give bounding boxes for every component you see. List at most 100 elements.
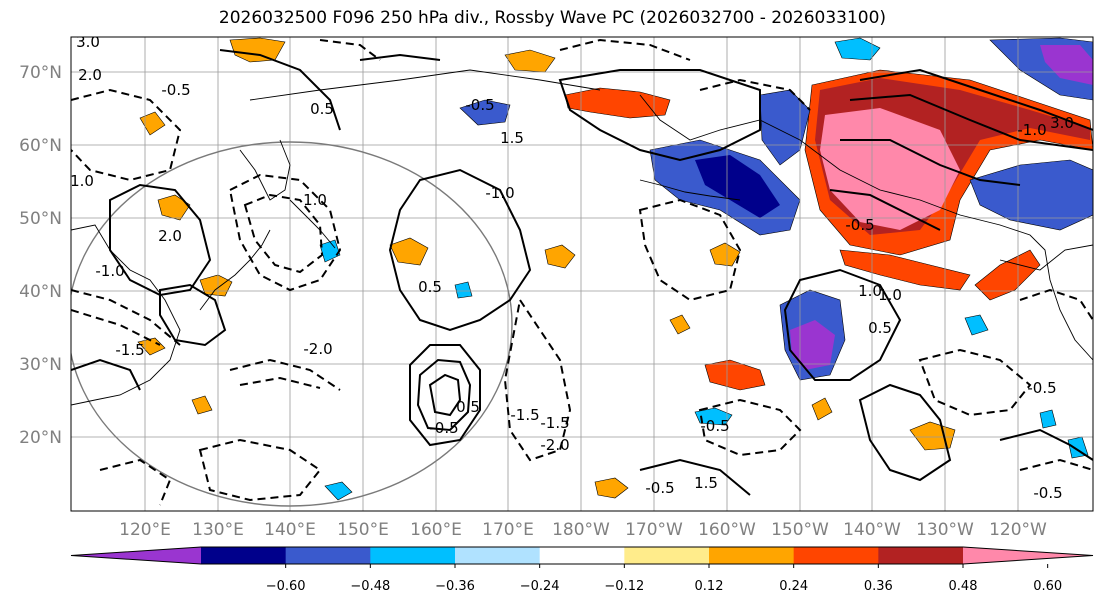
kuril-islands — [289, 199, 336, 249]
positive-anomaly-date-line — [709, 242, 741, 267]
colorbar-tick-label: −0.12 — [604, 579, 644, 594]
negative-contour — [503, 297, 572, 462]
contour-label: -1.5 — [510, 406, 539, 424]
contour-label: -1.0 — [95, 262, 124, 280]
positive-contour — [388, 168, 532, 332]
colorbar-extend-high — [963, 547, 1093, 564]
negative-anomaly-small — [834, 37, 881, 61]
colorbar-ticks: −0.60 −0.48 −0.36 −0.24 −0.12 0.12 0.24 0.36 0.4… — [266, 564, 1062, 594]
positive-anomaly-small — [811, 397, 833, 421]
positive-contour — [829, 189, 941, 231]
positive-anomaly-west-pacific — [389, 237, 429, 266]
positive-contour — [849, 93, 1093, 151]
negative-contour — [71, 309, 161, 346]
positive-contour — [109, 183, 212, 297]
longitude-label: 170°E — [482, 520, 534, 540]
colorbar-tick-label: −0.36 — [435, 579, 475, 594]
positive-contour — [783, 268, 902, 381]
contour-label: -0.5 — [700, 417, 729, 435]
latitude-label: 60°N — [19, 136, 62, 156]
contour-label: 1.5 — [500, 129, 524, 147]
colorbar-tick-label: −0.60 — [266, 579, 306, 594]
strong-negative-anomaly-subtropics — [790, 320, 835, 370]
contour-label: -1.5 — [115, 341, 144, 359]
coastlines — [71, 69, 1093, 406]
contour-label: -2.0 — [303, 340, 332, 358]
contour-label: -0.5 — [1033, 484, 1062, 502]
colorbar-extend-low — [71, 547, 201, 564]
longitude-label: 120°W — [989, 520, 1047, 540]
arctic-coast — [249, 69, 601, 101]
positive-contour — [428, 373, 462, 417]
positive-contour — [359, 53, 441, 61]
colorbar-segment — [624, 547, 710, 564]
map-title: 2026032500 F096 250 hPa div., Rossby Wav… — [218, 8, 887, 28]
positive-contour — [416, 358, 472, 432]
contour-label: -1.0 — [485, 184, 514, 202]
latitude-label: 40°N — [19, 282, 62, 302]
positive-anomaly-central-pacific — [594, 477, 629, 499]
negative-contour — [559, 38, 691, 61]
contours-positive — [71, 49, 1093, 496]
negative-contour — [99, 458, 172, 506]
latitude-label: 50°N — [19, 209, 62, 229]
contour-label: 1.0 — [303, 191, 327, 209]
latitude-label: 20°N — [19, 428, 62, 448]
positive-contour — [71, 358, 141, 391]
negative-contour — [638, 198, 742, 302]
colorbar-segment — [539, 547, 625, 564]
kamchatka-coastline — [239, 139, 291, 201]
latitude-label: 70°N — [19, 63, 62, 83]
positive-anomaly-subtropics — [704, 359, 766, 391]
contour-label: -1.0 — [1017, 121, 1046, 139]
contour-labels: 3.02.01.00.5-0.5-1.0-1.5 -2.02.01.00.5-0.… — [70, 33, 1074, 502]
contour-label: -0.5 — [845, 216, 874, 234]
positive-anomaly-small — [544, 244, 576, 269]
positive-anomaly-north-pacific — [564, 87, 671, 119]
colorbar-segment — [709, 547, 795, 564]
gridlines — [71, 37, 1093, 511]
colorbar-segment — [201, 547, 287, 564]
contour-label: 3.0 — [76, 33, 100, 51]
shaded-anomalies — [137, 37, 1093, 501]
positive-contour — [999, 428, 1093, 461]
positive-contour — [840, 139, 1021, 186]
map-frame — [70, 36, 1094, 512]
aleutian-islands — [639, 179, 741, 201]
strong-positive-anomaly-gulf-of-alaska — [820, 108, 960, 230]
positive-anomaly-arctic-sea — [504, 49, 556, 73]
contour-label: 1.0 — [70, 172, 94, 190]
longitude-label: 130°W — [916, 520, 974, 540]
negative-anomaly-small — [324, 481, 353, 501]
colorbar-outline — [70, 546, 1094, 565]
strong-negative-anomaly-northeast — [1040, 45, 1093, 85]
negative-contour — [71, 289, 181, 346]
negative-contour — [319, 39, 381, 61]
colorbar-tick-label: −0.24 — [520, 579, 560, 594]
positive-anomaly-small — [669, 314, 691, 335]
contour-label: 1.0 — [878, 286, 902, 304]
positive-contour — [858, 383, 952, 482]
positive-contour — [558, 69, 761, 162]
colorbar-segment — [878, 547, 964, 564]
asia-coastline — [71, 224, 181, 406]
negative-contour — [243, 193, 324, 274]
negative-contour — [1019, 458, 1093, 471]
contour-label: -0.5 — [429, 419, 458, 437]
contour-label: 2.0 — [78, 66, 102, 84]
contour-label: -0.5 — [1027, 379, 1056, 397]
latitude-label: 30°N — [19, 355, 62, 375]
positive-contour — [159, 283, 227, 347]
negative-contour — [71, 88, 182, 182]
colorbar-tick-label: 0.24 — [779, 579, 808, 594]
negative-anomaly-north-pacific — [459, 99, 511, 126]
colorbar-tick-label: 0.60 — [1033, 579, 1062, 594]
colorbar — [70, 546, 1094, 565]
contour-label: 1.0 — [858, 282, 882, 300]
contour-label: -0.5 — [645, 479, 674, 497]
longitude-label: 140°E — [264, 520, 316, 540]
negative-contour — [229, 358, 341, 391]
negative-anomaly-canada — [969, 159, 1093, 231]
negative-anomaly-small — [694, 407, 733, 426]
